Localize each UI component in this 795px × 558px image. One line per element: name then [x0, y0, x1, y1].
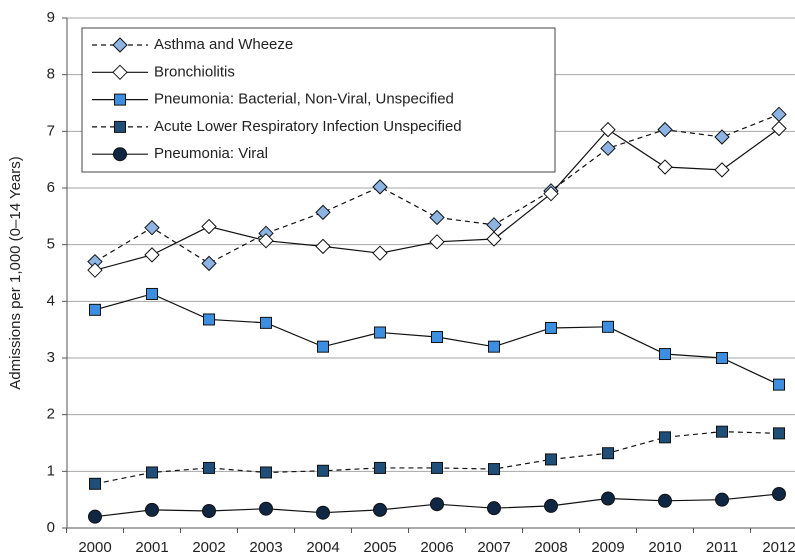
marker: [88, 509, 102, 524]
x-tick-label: 2002: [192, 539, 225, 556]
marker: [316, 505, 330, 520]
legend-label: Asthma and Wheeze: [154, 36, 293, 53]
marker: [543, 185, 559, 202]
y-tick-label: 0: [47, 519, 55, 536]
y-tick-label: 8: [47, 66, 55, 83]
y-tick-label: 7: [47, 122, 55, 139]
marker: [716, 425, 728, 438]
marker: [602, 447, 614, 460]
marker: [374, 326, 386, 339]
marker: [373, 502, 387, 517]
marker: [372, 245, 388, 261]
marker: [714, 129, 730, 145]
marker: [716, 352, 728, 364]
marker: [657, 159, 673, 175]
marker: [601, 491, 615, 506]
legend-label: Pneumonia: Bacterial, Non-Viral, Unspeci…: [154, 91, 454, 108]
marker: [773, 427, 785, 440]
x-tick-label: 2000: [78, 539, 111, 556]
marker: [771, 106, 787, 123]
legend-marker: [112, 37, 128, 53]
marker: [486, 217, 502, 233]
legend-label: Pneumonia: Viral: [154, 145, 268, 162]
marker: [429, 209, 445, 226]
marker: [771, 120, 787, 137]
marker: [203, 313, 215, 326]
marker: [545, 321, 557, 334]
marker: [315, 238, 331, 255]
y-tick-label: 3: [47, 349, 55, 366]
x-tick-label: 2008: [534, 539, 567, 556]
legend-marker: [114, 93, 126, 106]
marker: [772, 487, 786, 501]
x-tick-label: 2006: [420, 539, 453, 556]
marker: [429, 234, 445, 250]
marker: [488, 340, 500, 353]
marker: [544, 498, 558, 513]
x-tick-label: 2010: [648, 539, 681, 556]
legend-label: Acute Lower Respiratory Infection Unspec…: [154, 118, 462, 135]
legend-box: [81, 27, 556, 173]
marker: [145, 502, 159, 517]
marker: [201, 255, 217, 272]
marker: [773, 378, 785, 391]
marker: [260, 316, 272, 329]
y-axis-label: Admissions per 1,000 (0–14 Years): [7, 156, 24, 389]
marker: [202, 504, 216, 518]
marker: [259, 501, 273, 516]
marker: [146, 287, 158, 300]
y-tick-label: 1: [47, 462, 55, 479]
marker: [260, 466, 272, 479]
marker: [87, 262, 103, 278]
legend-marker: [113, 147, 127, 162]
marker: [487, 501, 501, 516]
marker: [372, 179, 388, 195]
marker: [659, 431, 671, 444]
y-tick-label: 6: [47, 179, 55, 196]
x-tick-label: 2004: [306, 539, 339, 556]
marker: [315, 204, 331, 221]
marker: [144, 219, 160, 236]
marker: [602, 320, 614, 333]
marker: [545, 453, 557, 466]
marker: [317, 340, 329, 353]
legend-marker: [112, 64, 128, 81]
x-tick-label: 2005: [363, 539, 396, 556]
marker: [430, 497, 444, 512]
legend-label: Bronchiolitis: [154, 63, 235, 80]
y-tick-label: 5: [47, 236, 55, 253]
marker: [486, 231, 502, 247]
y-tick-label: 2: [47, 406, 55, 423]
marker: [146, 466, 158, 479]
series-line: [94, 431, 780, 485]
x-tick-label: 2007: [477, 539, 510, 556]
x-tick-label: 2011: [706, 539, 738, 556]
marker: [89, 303, 101, 316]
marker: [658, 493, 672, 508]
marker: [715, 492, 729, 507]
marker: [600, 121, 616, 138]
marker: [657, 121, 673, 138]
legend-marker: [114, 120, 126, 133]
marker: [600, 140, 616, 157]
x-tick-label: 2003: [249, 539, 282, 556]
marker: [659, 348, 671, 361]
y-tick-label: 9: [47, 9, 55, 26]
marker: [201, 218, 217, 235]
marker: [317, 464, 329, 477]
x-tick-label: 2001: [135, 539, 168, 556]
marker: [144, 247, 160, 263]
y-tick-label: 4: [47, 292, 55, 309]
marker: [714, 162, 730, 178]
x-tick-label: 2009: [591, 539, 624, 556]
marker: [488, 463, 500, 476]
marker: [431, 461, 443, 474]
marker: [258, 232, 274, 249]
marker: [431, 331, 443, 344]
marker: [374, 461, 386, 474]
x-tick-label: 2012: [762, 539, 795, 556]
marker: [203, 461, 215, 474]
marker: [89, 477, 101, 490]
